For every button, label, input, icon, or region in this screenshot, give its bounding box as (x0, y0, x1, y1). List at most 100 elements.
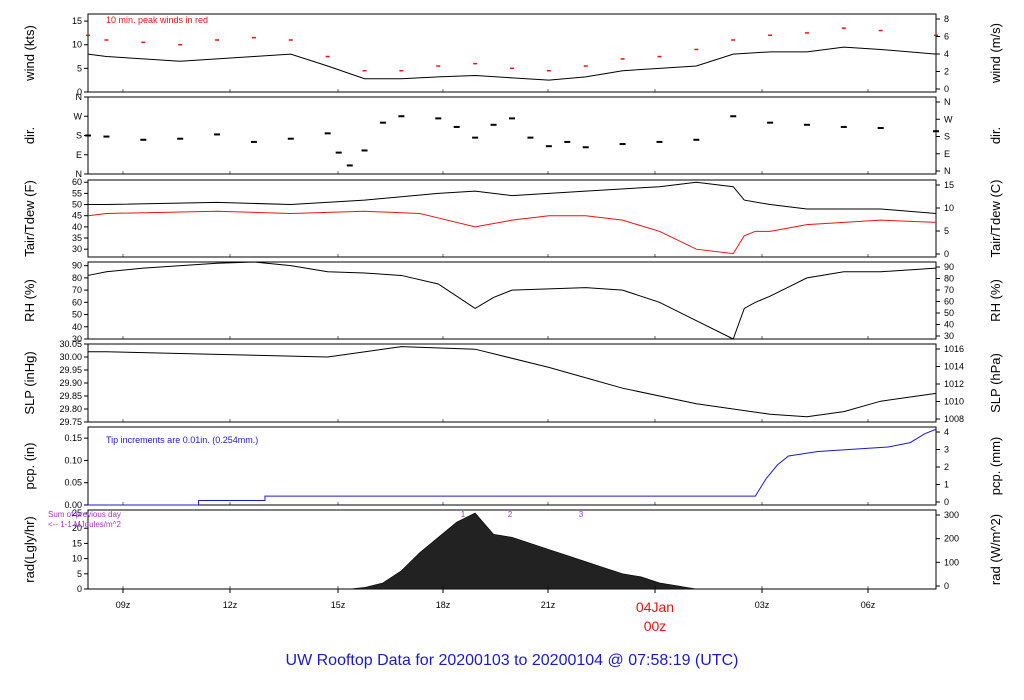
y2-axis-label: dir. (988, 127, 1003, 144)
y2-tick-label: 8 (944, 14, 949, 24)
y-tick-label: 0.10 (64, 455, 82, 465)
y-tick-label: 45 (72, 211, 82, 221)
y-axis-label: rad(Lgly/hr) (22, 516, 37, 582)
y2-tick-label: N (944, 166, 951, 176)
y2-tick-label: 1010 (944, 397, 964, 407)
y-tick-label: 30.05 (59, 339, 82, 349)
panel-rad: 0 5 10 15 20 25 0 100 200 300 rad(Lgly/hr) rad (W/m… (22, 508, 1003, 594)
y-tick-label: 29.90 (59, 378, 82, 388)
y2-axis-label: wind (m/s) (988, 23, 1003, 84)
x-tick-label: 18z (436, 600, 451, 610)
y-tick-label: 40 (72, 322, 82, 332)
y-tick-label: 30 (72, 244, 82, 254)
rad-annotation: <-- 1-1 MJoules/m^2 (48, 520, 121, 529)
y-tick-label: 10 (72, 40, 82, 50)
x-tick-label: 06z (861, 600, 876, 610)
y2-tick-label: S (944, 132, 950, 142)
y2-tick-label: 50 (944, 308, 954, 318)
y-tick-label: 30.00 (59, 352, 82, 362)
y-tick-label: N (76, 92, 83, 102)
day-label: 04Jan (636, 599, 674, 615)
y2-tick-label: 15 (944, 180, 954, 190)
y2-tick-label: 10 (944, 203, 954, 213)
y-tick-label: 60 (72, 297, 82, 307)
panel-frame (87, 13, 937, 93)
y2-tick-label: 0 (944, 249, 949, 259)
y2-axis-label: Tair/Tdew (C) (988, 179, 1003, 257)
panel-wind: 0 5 10 15 0 2 4 6 8 wind (kts) wind (m/s) 10 min. p… (22, 13, 1003, 97)
y2-tick-label: 2 (944, 67, 949, 77)
y-tick-label: 29.80 (59, 404, 82, 414)
x-tick-label: 12z (223, 600, 238, 610)
y-tick-label: 50 (72, 200, 82, 210)
y2-tick-label: 1012 (944, 379, 964, 389)
y-tick-label: 0.05 (64, 478, 82, 488)
x-tick-label: 03z (755, 600, 770, 610)
y2-tick-label: 200 (944, 534, 959, 544)
x-tick-label: 09z (116, 600, 131, 610)
y-tick-label: 55 (72, 188, 82, 198)
y2-tick-label: 1 (944, 480, 949, 490)
y2-axis-label: SLP (hPa) (988, 353, 1003, 413)
y2-tick-label: N (944, 97, 951, 107)
y2-tick-label: 300 (944, 510, 959, 520)
y-tick-label: 30 (72, 334, 82, 344)
y-tick-label: 70 (72, 285, 82, 295)
panel-pcp: 0.00 0.05 0.10 0.15 0 1 2 3 4 pcp. (in) pcp. (mm) T… (22, 426, 1003, 510)
panel-frame (87, 261, 937, 340)
y2-tick-label: 40 (944, 320, 954, 330)
series-area-rad (349, 512, 697, 590)
y2-tick-label: 5 (944, 226, 949, 236)
y-tick-label: 25 (72, 508, 82, 518)
y2-axis-label: RH (%) (988, 279, 1003, 322)
y-axis-label: SLP (inHg) (22, 351, 37, 414)
panel-annotation: Tip increments are 0.01in. (0.254mm.) (106, 435, 258, 445)
series-line-RH (87, 261, 937, 340)
y-tick-label: 29.95 (59, 365, 82, 375)
y-tick-label: 10 (72, 554, 82, 564)
panel-annotation: 10 min. peak winds in red (106, 15, 208, 25)
time-axis: 09z 12z 15z 18z 21z 04Jan 00z 03z 06z (116, 89, 876, 634)
y2-tick-label: 1008 (944, 414, 964, 424)
y2-tick-label: 4 (944, 427, 949, 437)
x-tick-label: 00z (644, 618, 667, 634)
y-tick-label: 15 (72, 16, 82, 26)
y-tick-label: 40 (72, 222, 82, 232)
y-tick-label: 50 (72, 310, 82, 320)
y2-tick-label: 2 (944, 462, 949, 472)
y2-tick-label: 30 (944, 331, 954, 341)
y-tick-label: 35 (72, 233, 82, 243)
y-axis-label: RH (%) (22, 279, 37, 322)
y2-tick-label: 90 (944, 262, 954, 272)
series-line-wind (87, 46, 937, 81)
y2-tick-label: 100 (944, 557, 959, 567)
y-tick-label: 5 (77, 63, 82, 73)
y-tick-label: 80 (72, 273, 82, 283)
y-axis-label: Tair/Tdew (F) (22, 180, 37, 257)
x-tick-label: 15z (331, 600, 346, 610)
y2-tick-label: 0 (944, 581, 949, 591)
series-line-pcp (88, 428, 937, 506)
y2-tick-label: 1014 (944, 362, 964, 372)
y-tick-label: E (76, 150, 82, 160)
y-axis-label: wind (kts) (22, 25, 37, 82)
series-line-Tdew (87, 210, 937, 255)
day-sum-label: 1 (461, 510, 466, 519)
y-tick-label: 15 (72, 538, 82, 548)
y-tick-label: S (76, 131, 82, 141)
y-tick-label: 0.00 (64, 500, 82, 510)
y2-tick-label: 0 (944, 497, 949, 507)
y-tick-label: 90 (72, 261, 82, 271)
y2-tick-label: 80 (944, 274, 954, 284)
y2-tick-label: 70 (944, 285, 954, 295)
y-axis-label: dir. (22, 127, 37, 144)
y-tick-label: 0.15 (64, 433, 82, 443)
y2-tick-label: E (944, 149, 950, 159)
y2-tick-label: 4 (944, 49, 949, 59)
y-tick-label: 29.75 (59, 417, 82, 427)
y2-tick-label: 1016 (944, 344, 964, 354)
y-tick-label: 29.85 (59, 391, 82, 401)
